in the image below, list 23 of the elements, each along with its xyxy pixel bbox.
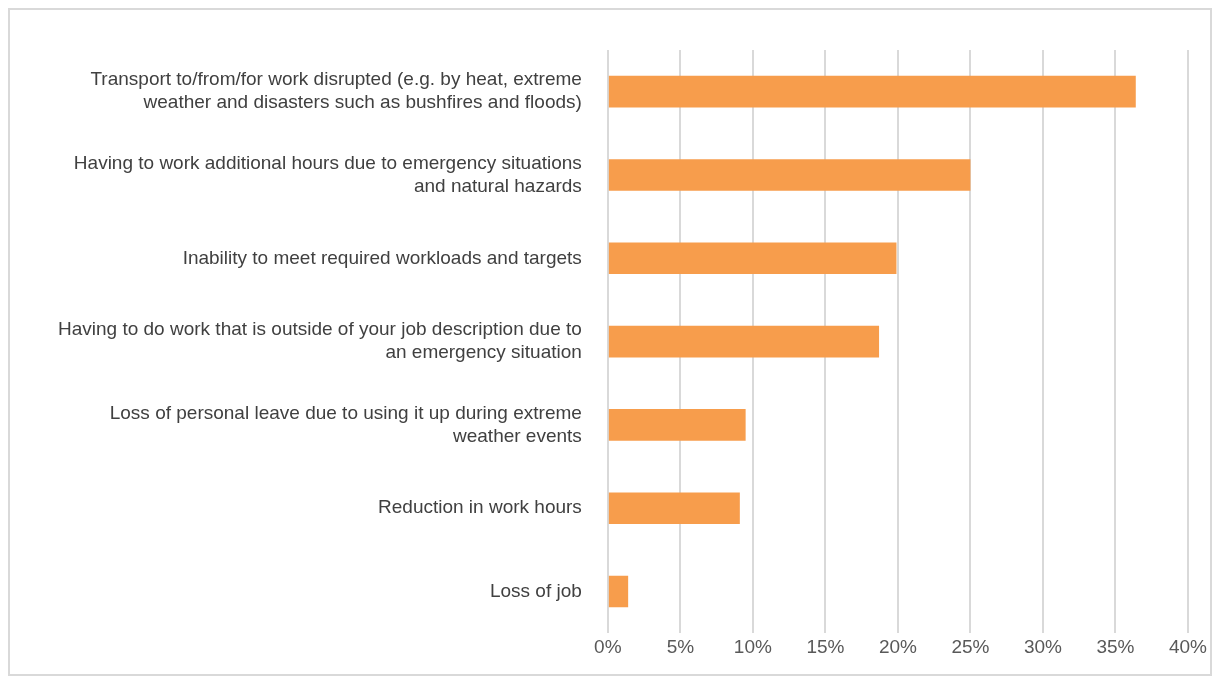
y-tick-label: Inability to meet required workloads and targets	[182, 246, 582, 268]
bar	[608, 409, 746, 441]
x-tick-label: 30%	[1023, 635, 1063, 657]
bar	[608, 75, 1136, 108]
x-tick-label: 10%	[733, 635, 773, 657]
x-tick-label: 40%	[1168, 635, 1208, 657]
bar	[608, 242, 897, 275]
x-tick-label: 35%	[1096, 635, 1135, 657]
y-tick-label: Having to work additional hours due to emergency situations and natural hazards	[73, 151, 582, 196]
x-tick-label: 25%	[951, 635, 990, 657]
y-tick-label: Loss of job	[489, 579, 582, 601]
y-tick-label: Reduction in work hours	[378, 496, 582, 518]
y-tick-label: Transport to/from/for work disrupted (e.g. by heat, extreme weather and disasters such as bushfires and floods)	[90, 68, 582, 113]
bar	[608, 575, 629, 608]
bar	[608, 159, 971, 191]
y-tick-label: Loss of personal leave due to using it up during extreme weather events	[109, 401, 582, 446]
bar	[608, 492, 740, 525]
x-tick-label: 5%	[666, 635, 695, 657]
x-tick-label: 20%	[878, 635, 918, 657]
bar	[608, 325, 880, 358]
y-tick-label: Having to do work that is outside of your job description due to an emergency situation	[58, 318, 582, 363]
x-tick-label: 0%	[594, 635, 622, 657]
x-tick-label: 15%	[806, 635, 845, 657]
